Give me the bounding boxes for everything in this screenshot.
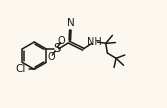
Text: NH: NH <box>87 37 101 47</box>
Text: Cl: Cl <box>15 64 26 74</box>
Text: S: S <box>53 42 60 55</box>
Text: N: N <box>67 18 74 28</box>
Text: O: O <box>48 52 55 62</box>
Text: O: O <box>58 36 65 46</box>
